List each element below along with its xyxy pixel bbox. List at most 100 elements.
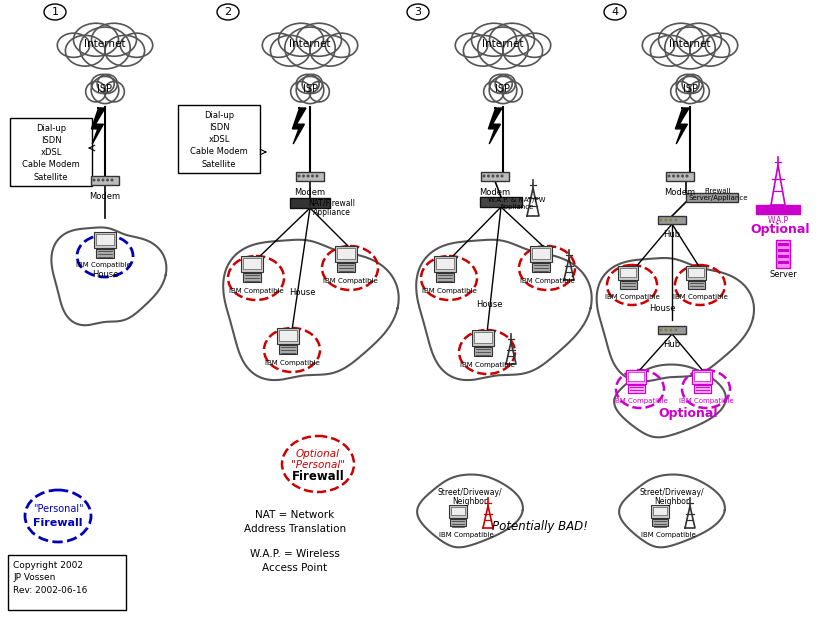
Circle shape xyxy=(675,329,677,331)
Ellipse shape xyxy=(57,33,90,57)
Ellipse shape xyxy=(44,4,66,20)
Ellipse shape xyxy=(489,74,512,93)
Circle shape xyxy=(491,175,494,177)
Text: IBM Compatible: IBM Compatible xyxy=(439,532,493,538)
Bar xyxy=(290,198,330,208)
Bar xyxy=(658,216,686,224)
Circle shape xyxy=(302,175,305,177)
Circle shape xyxy=(676,175,679,177)
Ellipse shape xyxy=(495,74,515,93)
Text: Optional: Optional xyxy=(658,407,718,420)
Bar xyxy=(434,256,456,272)
Ellipse shape xyxy=(676,74,699,93)
Bar xyxy=(335,246,357,262)
Circle shape xyxy=(311,175,314,177)
Text: IBM Compatible: IBM Compatible xyxy=(421,288,477,294)
Ellipse shape xyxy=(91,74,114,93)
Ellipse shape xyxy=(676,23,721,56)
Text: Internet: Internet xyxy=(482,39,524,49)
Bar xyxy=(530,246,552,262)
Text: "Personal": "Personal" xyxy=(33,504,83,514)
Text: IBM Compatible: IBM Compatible xyxy=(323,278,377,284)
Bar xyxy=(692,369,712,384)
Ellipse shape xyxy=(503,36,543,66)
Bar xyxy=(692,369,712,384)
Circle shape xyxy=(665,329,667,331)
Bar xyxy=(449,505,467,518)
Ellipse shape xyxy=(463,36,503,66)
Ellipse shape xyxy=(325,33,358,57)
Bar xyxy=(658,326,686,334)
Text: Internet: Internet xyxy=(84,39,126,49)
Text: IBM Compatible: IBM Compatible xyxy=(613,398,667,404)
Text: IBM Compatible: IBM Compatible xyxy=(520,278,574,284)
Ellipse shape xyxy=(302,74,322,93)
Ellipse shape xyxy=(74,23,118,56)
Polygon shape xyxy=(596,258,754,381)
Text: Modem: Modem xyxy=(89,192,121,201)
Bar xyxy=(480,197,522,207)
Polygon shape xyxy=(620,475,725,548)
Bar xyxy=(450,519,466,526)
Bar xyxy=(777,255,789,258)
Ellipse shape xyxy=(705,33,738,57)
Circle shape xyxy=(686,175,688,177)
Ellipse shape xyxy=(455,33,487,57)
Bar xyxy=(756,205,800,214)
Ellipse shape xyxy=(97,74,117,93)
Bar xyxy=(626,369,646,384)
Bar xyxy=(666,171,694,181)
Ellipse shape xyxy=(690,36,729,66)
Text: Dial-up
ISDN
xDSL
Cable Modem
Satellite: Dial-up ISDN xDSL Cable Modem Satellite xyxy=(22,124,80,181)
Text: Street/Driveway/: Street/Driveway/ xyxy=(639,488,705,497)
Bar xyxy=(618,265,638,280)
Text: House: House xyxy=(648,304,675,313)
Text: 2: 2 xyxy=(225,7,231,17)
Text: Neighbor: Neighbor xyxy=(453,497,487,506)
Ellipse shape xyxy=(676,77,704,103)
Ellipse shape xyxy=(297,74,319,93)
Text: ISP: ISP xyxy=(97,84,112,94)
Circle shape xyxy=(483,175,485,177)
Bar xyxy=(243,258,261,269)
Bar xyxy=(626,369,646,384)
Bar xyxy=(628,385,644,393)
Bar xyxy=(628,371,644,381)
Ellipse shape xyxy=(297,77,324,103)
Polygon shape xyxy=(223,240,399,380)
Bar xyxy=(653,507,667,515)
Text: House: House xyxy=(289,288,316,297)
Bar xyxy=(481,171,509,181)
Text: House: House xyxy=(92,270,118,279)
Text: W.A.P. & NAT/FW
Appliance: W.A.P. & NAT/FW Appliance xyxy=(488,197,546,210)
Bar xyxy=(296,171,324,181)
Ellipse shape xyxy=(92,23,136,56)
Circle shape xyxy=(306,175,309,177)
Bar xyxy=(620,281,637,289)
Ellipse shape xyxy=(270,36,310,66)
Polygon shape xyxy=(488,108,502,144)
Text: IBM Compatible: IBM Compatible xyxy=(459,362,515,368)
Bar xyxy=(777,261,789,264)
Ellipse shape xyxy=(278,23,324,56)
Bar xyxy=(472,330,494,346)
Bar xyxy=(532,248,550,259)
Bar xyxy=(337,248,355,259)
Bar xyxy=(96,249,114,258)
Bar xyxy=(337,263,355,272)
Text: Copyright 2002
JP Vossen
Rev: 2002-06-16: Copyright 2002 JP Vossen Rev: 2002-06-16 xyxy=(13,561,88,595)
Text: IBM Compatible: IBM Compatible xyxy=(641,532,695,538)
Text: Modem: Modem xyxy=(664,188,695,197)
Circle shape xyxy=(670,329,672,331)
Polygon shape xyxy=(615,364,726,437)
Ellipse shape xyxy=(309,82,330,102)
Circle shape xyxy=(298,175,300,177)
Circle shape xyxy=(107,179,109,181)
Bar xyxy=(653,519,667,526)
Bar xyxy=(694,385,710,393)
Text: Optional: Optional xyxy=(296,449,340,459)
Ellipse shape xyxy=(643,33,675,57)
Circle shape xyxy=(93,179,95,181)
Text: IBM Compatible: IBM Compatible xyxy=(264,360,320,366)
Ellipse shape xyxy=(217,4,239,20)
